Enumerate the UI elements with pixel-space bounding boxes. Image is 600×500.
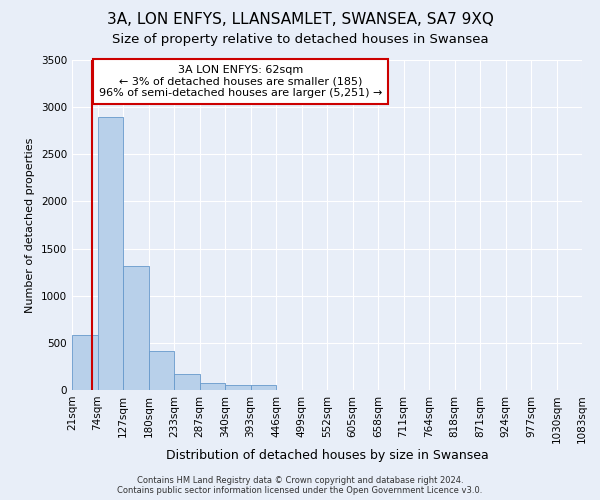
Bar: [199, 383, 225, 390]
Bar: [174, 374, 199, 390]
Text: Contains HM Land Registry data © Crown copyright and database right 2024.
Contai: Contains HM Land Registry data © Crown c…: [118, 476, 482, 495]
Text: 3A LON ENFYS: 62sqm
← 3% of detached houses are smaller (185)
96% of semi-detach: 3A LON ENFYS: 62sqm ← 3% of detached hou…: [98, 65, 382, 98]
Bar: [225, 385, 251, 390]
Bar: [123, 266, 149, 390]
Text: 3A, LON ENFYS, LLANSAMLET, SWANSEA, SA7 9XQ: 3A, LON ENFYS, LLANSAMLET, SWANSEA, SA7 …: [107, 12, 493, 28]
Bar: [97, 116, 123, 390]
Text: Size of property relative to detached houses in Swansea: Size of property relative to detached ho…: [112, 32, 488, 46]
Y-axis label: Number of detached properties: Number of detached properties: [25, 138, 35, 312]
Bar: [72, 336, 97, 390]
Bar: [251, 386, 276, 390]
Bar: [149, 352, 174, 390]
X-axis label: Distribution of detached houses by size in Swansea: Distribution of detached houses by size …: [166, 449, 488, 462]
